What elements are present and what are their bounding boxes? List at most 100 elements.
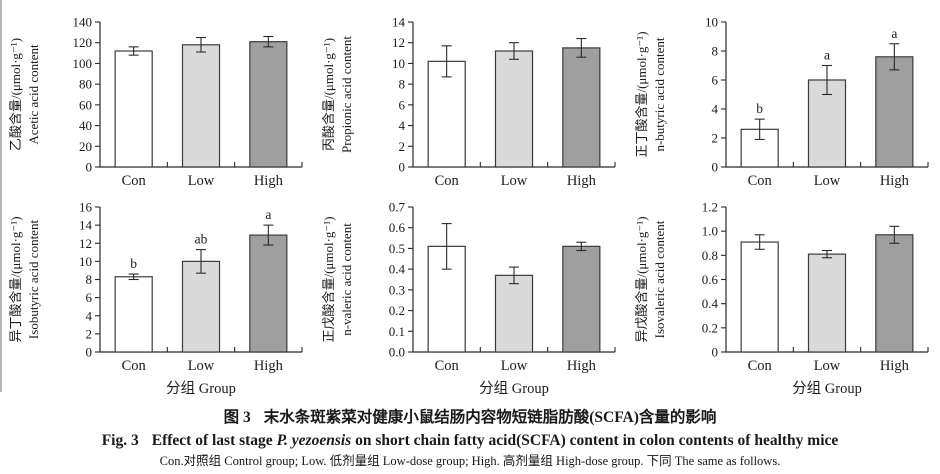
y-tick-label: 140 <box>73 15 93 30</box>
y-axis-label-zh: 异戊酸含量/(μmol·g⁻¹) <box>634 216 649 342</box>
chart-propionic-acid: 0 2 4 6 8 10 12 14 Con Low High 丙酸含量/(μmol·g⁻¹) Prop… <box>313 0 626 195</box>
significance-letter: a <box>824 48 830 63</box>
y-tick-label: 0.1 <box>389 324 405 339</box>
category-label: Con <box>435 173 460 189</box>
y-tick-label: 80 <box>79 77 92 92</box>
significance-letter: a <box>891 26 897 41</box>
figure-caption: 图 3 末水条斑紫菜对健康小鼠结肠内容物短链脂肪酸(SCFA)含量的影响 Fig.… <box>0 400 940 471</box>
category-label: Con <box>122 173 147 189</box>
y-tick-label: 0.4 <box>389 262 406 277</box>
category-label: Low <box>188 358 215 374</box>
y-tick-label: 1.0 <box>702 224 718 239</box>
y-tick-label: 0.6 <box>389 220 406 235</box>
y-axis-label-zh: 异丁酸含量/(μmol·g⁻¹) <box>8 216 23 342</box>
y-tick-label: 8 <box>399 77 406 92</box>
y-axis-label-en: Propionic acid content <box>339 36 354 153</box>
y-tick-label: 0.4 <box>702 296 719 311</box>
y-axis-label-en: n-butyric acid content <box>652 37 667 151</box>
caption-english: Fig. 3 Effect of last stage P. yezoensis … <box>0 429 940 452</box>
bar-low <box>807 253 847 353</box>
y-tick-label: 100 <box>73 56 93 71</box>
y-tick-label: 16 <box>79 200 93 215</box>
category-label: Low <box>814 173 841 189</box>
chart-isobutyric-acid: 0 2 4 6 8 10 12 14 16 b Con ab Low a High 异丁酸含量/(μmol·g… <box>0 195 313 400</box>
y-axis-label-zh: 正戊酸含量/(μmol·g⁻¹) <box>321 216 336 342</box>
y-tick-label: 0 <box>86 345 93 360</box>
svg-propionic-acid: 0 2 4 6 8 10 12 14 Con Low High 丙酸含量/(μmol·g⁻¹) Prop… <box>321 15 616 189</box>
y-tick-label: 0 <box>712 345 719 360</box>
y-tick-label: 4 <box>712 102 719 117</box>
chart-row-bottom: 0 2 4 6 8 10 12 14 16 b Con ab Low a High 异丁酸含量/(μmol·g… <box>0 195 940 400</box>
y-axis-label-zh: 丙酸含量/(μmol·g⁻¹) <box>321 38 336 151</box>
y-tick-label: 12 <box>392 35 405 50</box>
scan-artifact-edge <box>0 0 2 392</box>
significance-letter: ab <box>195 232 208 247</box>
chart-n-butyric-acid: 0 2 4 6 8 10 b Con a Low a High 正丁酸含量/(μmol·g⁻¹) n-bu… <box>626 0 939 195</box>
caption-en-label: Fig. 3 <box>101 432 139 449</box>
y-tick-label: 0 <box>712 160 719 175</box>
y-tick-label: 1.2 <box>702 200 718 215</box>
y-tick-label: 0 <box>399 160 406 175</box>
chart-acetic-acid: 0 20 40 60 80 100 120 140 Con Low High 乙酸含量/(μmol·g… <box>0 0 313 195</box>
y-tick-label: 20 <box>79 139 92 154</box>
y-tick-label: 2 <box>712 131 719 146</box>
y-tick-label: 10 <box>705 15 718 30</box>
category-label: Con <box>435 358 460 374</box>
y-tick-label: 6 <box>86 290 93 305</box>
y-axis-label-en: Isovaleric acid content <box>652 220 667 338</box>
svg-n-valeric-acid: 0.0 0.1 0.2 0.3 0.4 0.5 0.6 0.7 Con Low High 正戊酸含量/… <box>321 200 616 397</box>
category-label: High <box>254 358 284 374</box>
caption-species-italic: P. yezoensis <box>276 432 352 449</box>
caption-legend-note: Con.对照组 Control group; Low. 低剂量组 Low-dos… <box>159 454 781 468</box>
y-axis-label-zh: 乙酸含量/(μmol·g⁻¹) <box>8 38 23 151</box>
y-tick-label: 0.8 <box>702 248 718 263</box>
y-tick-label: 8 <box>712 44 719 59</box>
y-tick-label: 0.7 <box>389 200 406 215</box>
category-label: Con <box>748 358 773 374</box>
y-tick-label: 4 <box>399 118 406 133</box>
y-tick-label: 0 <box>86 160 93 175</box>
y-tick-label: 6 <box>399 97 406 112</box>
category-label: High <box>880 358 910 374</box>
category-label: Low <box>501 173 528 189</box>
category-label: High <box>567 173 597 189</box>
svg-isovaleric-acid: 0 0.2 0.4 0.6 0.8 1.0 1.2 Con Low High 异戊酸含量/(μmol… <box>634 200 929 397</box>
y-tick-label: 6 <box>712 73 719 88</box>
significance-letter: b <box>756 101 763 116</box>
svg-acetic-acid: 0 20 40 60 80 100 120 140 Con Low High 乙酸含量/(μmol·g… <box>8 15 303 189</box>
category-label: Low <box>501 358 528 374</box>
bar-low <box>181 260 221 353</box>
category-label: Low <box>814 358 841 374</box>
y-tick-label: 0.2 <box>389 303 405 318</box>
bar-low <box>494 274 534 353</box>
bar-high <box>875 56 914 168</box>
bar-low <box>181 44 221 168</box>
caption-zh-text: 末水条斑紫菜对健康小鼠结肠内容物短链脂肪酸(SCFA)含量的影响 <box>263 409 717 426</box>
y-tick-label: 0.3 <box>389 282 405 297</box>
y-tick-label: 4 <box>86 308 93 323</box>
bar-con <box>427 60 466 168</box>
y-tick-label: 60 <box>79 97 92 112</box>
y-tick-label: 10 <box>79 254 92 269</box>
chart-n-valeric-acid: 0.0 0.1 0.2 0.3 0.4 0.5 0.6 0.7 Con Low High 正戊酸含量/… <box>313 195 626 400</box>
bar-low <box>494 50 534 168</box>
y-tick-label: 8 <box>86 272 93 287</box>
x-axis-label: 分组 Group <box>792 380 862 397</box>
bar-high <box>875 234 914 353</box>
caption-en-post: on short chain fatty acid(SCFA) content … <box>355 432 839 449</box>
y-tick-label: 2 <box>86 326 93 341</box>
svg-isobutyric-acid: 0 2 4 6 8 10 12 14 16 b Con ab Low a High 异丁酸含量/(μmol·g… <box>8 200 303 397</box>
bar-con <box>114 276 153 353</box>
y-tick-label: 12 <box>79 236 92 251</box>
category-label: High <box>880 173 910 189</box>
bar-con <box>114 50 153 168</box>
x-axis-label: 分组 Group <box>479 380 549 397</box>
y-axis-label-en: Acetic acid content <box>26 44 41 145</box>
bar-high <box>562 245 601 353</box>
x-axis-label: 分组 Group <box>166 380 236 397</box>
caption-zh-label: 图 3 <box>223 409 251 426</box>
caption-chinese: 图 3 末水条斑紫菜对健康小鼠结肠内容物短链脂肪酸(SCFA)含量的影响 <box>0 407 940 429</box>
y-tick-label: 10 <box>392 56 405 71</box>
y-axis-label-zh: 正丁酸含量/(μmol·g⁻¹) <box>634 31 649 157</box>
